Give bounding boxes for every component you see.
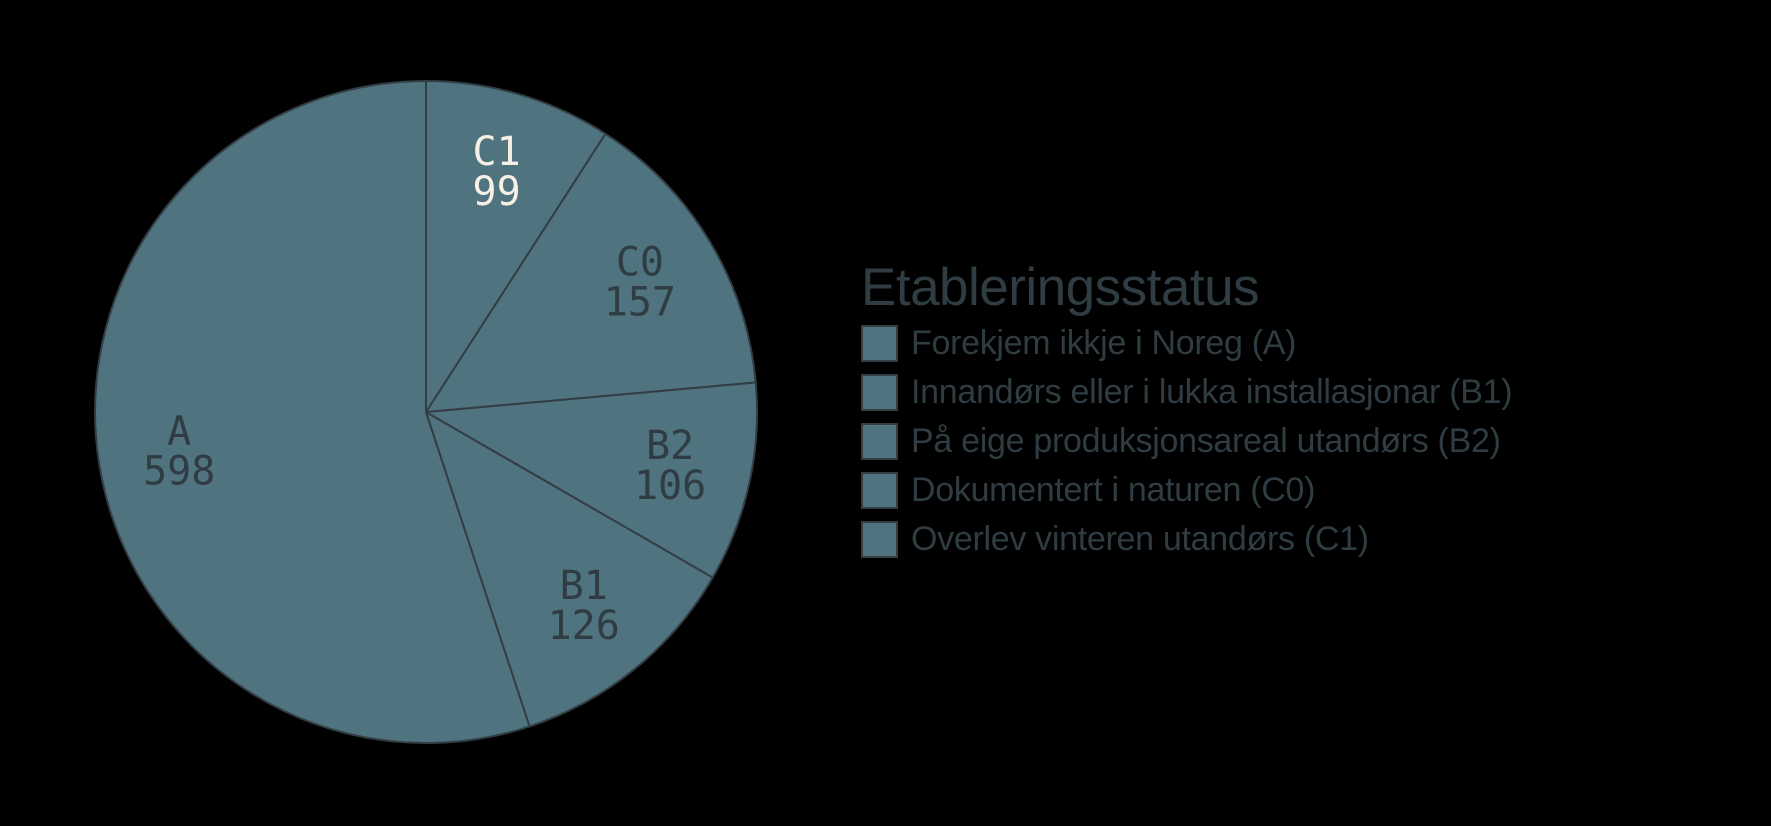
slice-label-A: A	[167, 409, 191, 455]
slice-value-B1: 126	[548, 603, 620, 649]
slice-label-C1: C1	[473, 129, 521, 175]
legend-item-label: På eige produksjonsareal utandørs (B2)	[911, 422, 1501, 460]
slice-label-B2: B2	[646, 423, 694, 469]
pie-slice-B2[interactable]	[425, 381, 759, 579]
legend-item-label: Dokumentert i naturen (C0)	[911, 471, 1316, 509]
legend-swatch-C0	[861, 472, 898, 509]
legend-item-label: Overlev vinteren utandørs (C1)	[911, 520, 1369, 558]
pie-slice-C1[interactable]	[425, 80, 607, 413]
legend-swatch-A	[861, 325, 898, 362]
pie-slice-B1[interactable]	[425, 411, 714, 728]
slice-value-C0: 157	[604, 280, 676, 326]
slice-label-B1: B1	[560, 563, 608, 609]
legend-item-A[interactable]: Forekjem ikkje i Noreg (A)	[861, 325, 1512, 362]
legend-item-B2[interactable]: På eige produksjonsareal utandørs (B2)	[861, 423, 1512, 460]
legend-item-C1[interactable]: Overlev vinteren utandørs (C1)	[861, 521, 1512, 558]
legend-item-label: Innandørs eller i lukka installasjonar (…	[911, 373, 1513, 411]
legend-item-B1[interactable]: Innandørs eller i lukka installasjonar (…	[861, 373, 1513, 411]
slice-value-B2: 106	[634, 463, 706, 509]
legend-swatch-C1	[861, 521, 898, 558]
legend: Etableringsstatus Forekjem ikkje i Noreg…	[861, 258, 1513, 570]
slice-value-A: 598	[143, 449, 215, 495]
legend-items: Forekjem ikkje i Noreg (A) Innandørs elle…	[861, 325, 1513, 558]
legend-swatch-B1	[861, 374, 898, 411]
legend-swatch-B2	[861, 423, 898, 460]
legend-item-label: Forekjem ikkje i Noreg (A)	[911, 324, 1297, 362]
slice-label-C0: C0	[616, 240, 664, 286]
pie-slice-C0[interactable]	[425, 132, 757, 413]
pie-slice-A[interactable]	[94, 80, 531, 744]
slice-value-C1: 99	[473, 169, 521, 215]
legend-title: Etableringsstatus	[861, 258, 1260, 317]
legend-item-C0[interactable]: Dokumentert i naturen (C0)	[861, 472, 1512, 509]
